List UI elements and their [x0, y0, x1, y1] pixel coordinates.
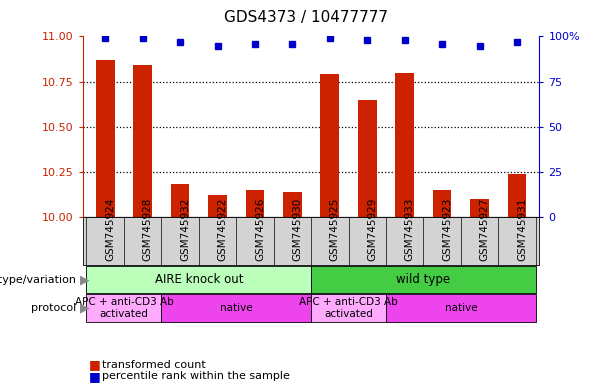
Text: GSM745925: GSM745925 — [330, 198, 340, 261]
Bar — [246, 190, 264, 217]
Bar — [321, 74, 339, 217]
Text: genotype/variation: genotype/variation — [0, 275, 77, 285]
Text: ■: ■ — [89, 358, 101, 371]
Text: GSM745924: GSM745924 — [105, 198, 115, 261]
Text: native: native — [220, 303, 253, 313]
Text: protocol: protocol — [31, 303, 77, 313]
Text: ▶: ▶ — [80, 301, 90, 314]
Text: GSM745926: GSM745926 — [255, 198, 265, 261]
Text: ■: ■ — [89, 370, 101, 383]
Text: GDS4373 / 10477777: GDS4373 / 10477777 — [224, 10, 389, 25]
Text: AIRE knock out: AIRE knock out — [154, 273, 243, 286]
Text: ▶: ▶ — [80, 273, 90, 286]
Bar — [358, 99, 376, 217]
Text: percentile rank within the sample: percentile rank within the sample — [102, 371, 290, 381]
Bar — [395, 73, 414, 217]
Text: transformed count: transformed count — [102, 360, 206, 370]
Text: GSM745927: GSM745927 — [479, 198, 490, 261]
Text: APC + anti-CD3 Ab
activated: APC + anti-CD3 Ab activated — [75, 297, 173, 319]
Text: wild type: wild type — [397, 273, 451, 286]
Text: GSM745932: GSM745932 — [180, 198, 190, 261]
Text: GSM745930: GSM745930 — [292, 198, 302, 261]
Bar — [96, 60, 115, 217]
Bar — [133, 65, 152, 217]
Text: GSM745931: GSM745931 — [517, 198, 527, 261]
Text: GSM745928: GSM745928 — [143, 198, 153, 261]
Bar — [508, 174, 527, 217]
Text: GSM745933: GSM745933 — [405, 198, 414, 261]
Bar — [208, 195, 227, 217]
Text: GSM745922: GSM745922 — [218, 198, 227, 261]
Bar — [283, 192, 302, 217]
Text: APC + anti-CD3 Ab
activated: APC + anti-CD3 Ab activated — [299, 297, 398, 319]
Text: GSM745923: GSM745923 — [442, 198, 452, 261]
Text: GSM745929: GSM745929 — [367, 198, 377, 261]
Bar — [171, 184, 189, 217]
Text: native: native — [444, 303, 477, 313]
Bar — [470, 199, 489, 217]
Bar — [433, 190, 451, 217]
